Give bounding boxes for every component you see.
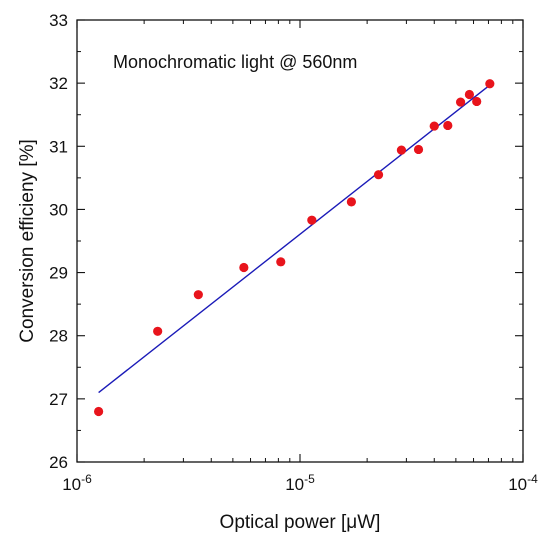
data-point <box>276 257 286 267</box>
x-axis-label: Optical power [μW] <box>220 512 381 533</box>
data-point <box>485 79 495 89</box>
data-point <box>94 406 104 417</box>
chart-annotation: Monochromatic light @ 560nm <box>113 52 357 72</box>
y-axis-label: Conversion efficieny [%] <box>17 139 38 342</box>
fit-line <box>98 84 491 394</box>
y-tick-label: 30 <box>49 200 68 219</box>
y-tick-label: 33 <box>49 11 68 30</box>
data-point <box>153 326 163 336</box>
y-tick-label: 27 <box>49 390 68 409</box>
x-tick-label: 10-5 <box>285 472 315 494</box>
data-point <box>413 144 424 155</box>
y-tick-label: 32 <box>49 74 68 93</box>
data-point <box>429 121 439 131</box>
data-point <box>455 97 466 107</box>
data-point <box>464 89 475 100</box>
y-tick-label: 26 <box>49 453 68 472</box>
y-tick-label: 28 <box>49 327 68 346</box>
x-tick-label: 10-6 <box>62 472 92 494</box>
points-layer <box>94 79 495 417</box>
y-tick-label: 31 <box>49 137 68 156</box>
data-point <box>193 290 203 300</box>
y-tick-label: 29 <box>49 264 68 283</box>
data-point <box>307 215 317 225</box>
data-point <box>373 170 384 180</box>
data-point <box>239 262 249 273</box>
data-point <box>443 120 453 131</box>
data-point <box>396 145 407 155</box>
x-tick-label: 10-4 <box>508 472 538 494</box>
data-point <box>472 96 482 107</box>
plot-frame <box>76 19 524 463</box>
data-point <box>346 197 356 207</box>
fit-layer <box>98 84 491 394</box>
ticks-layer: 26 27 28 29 30 31 32 33 10-6 10-5 10-4 <box>49 11 538 494</box>
